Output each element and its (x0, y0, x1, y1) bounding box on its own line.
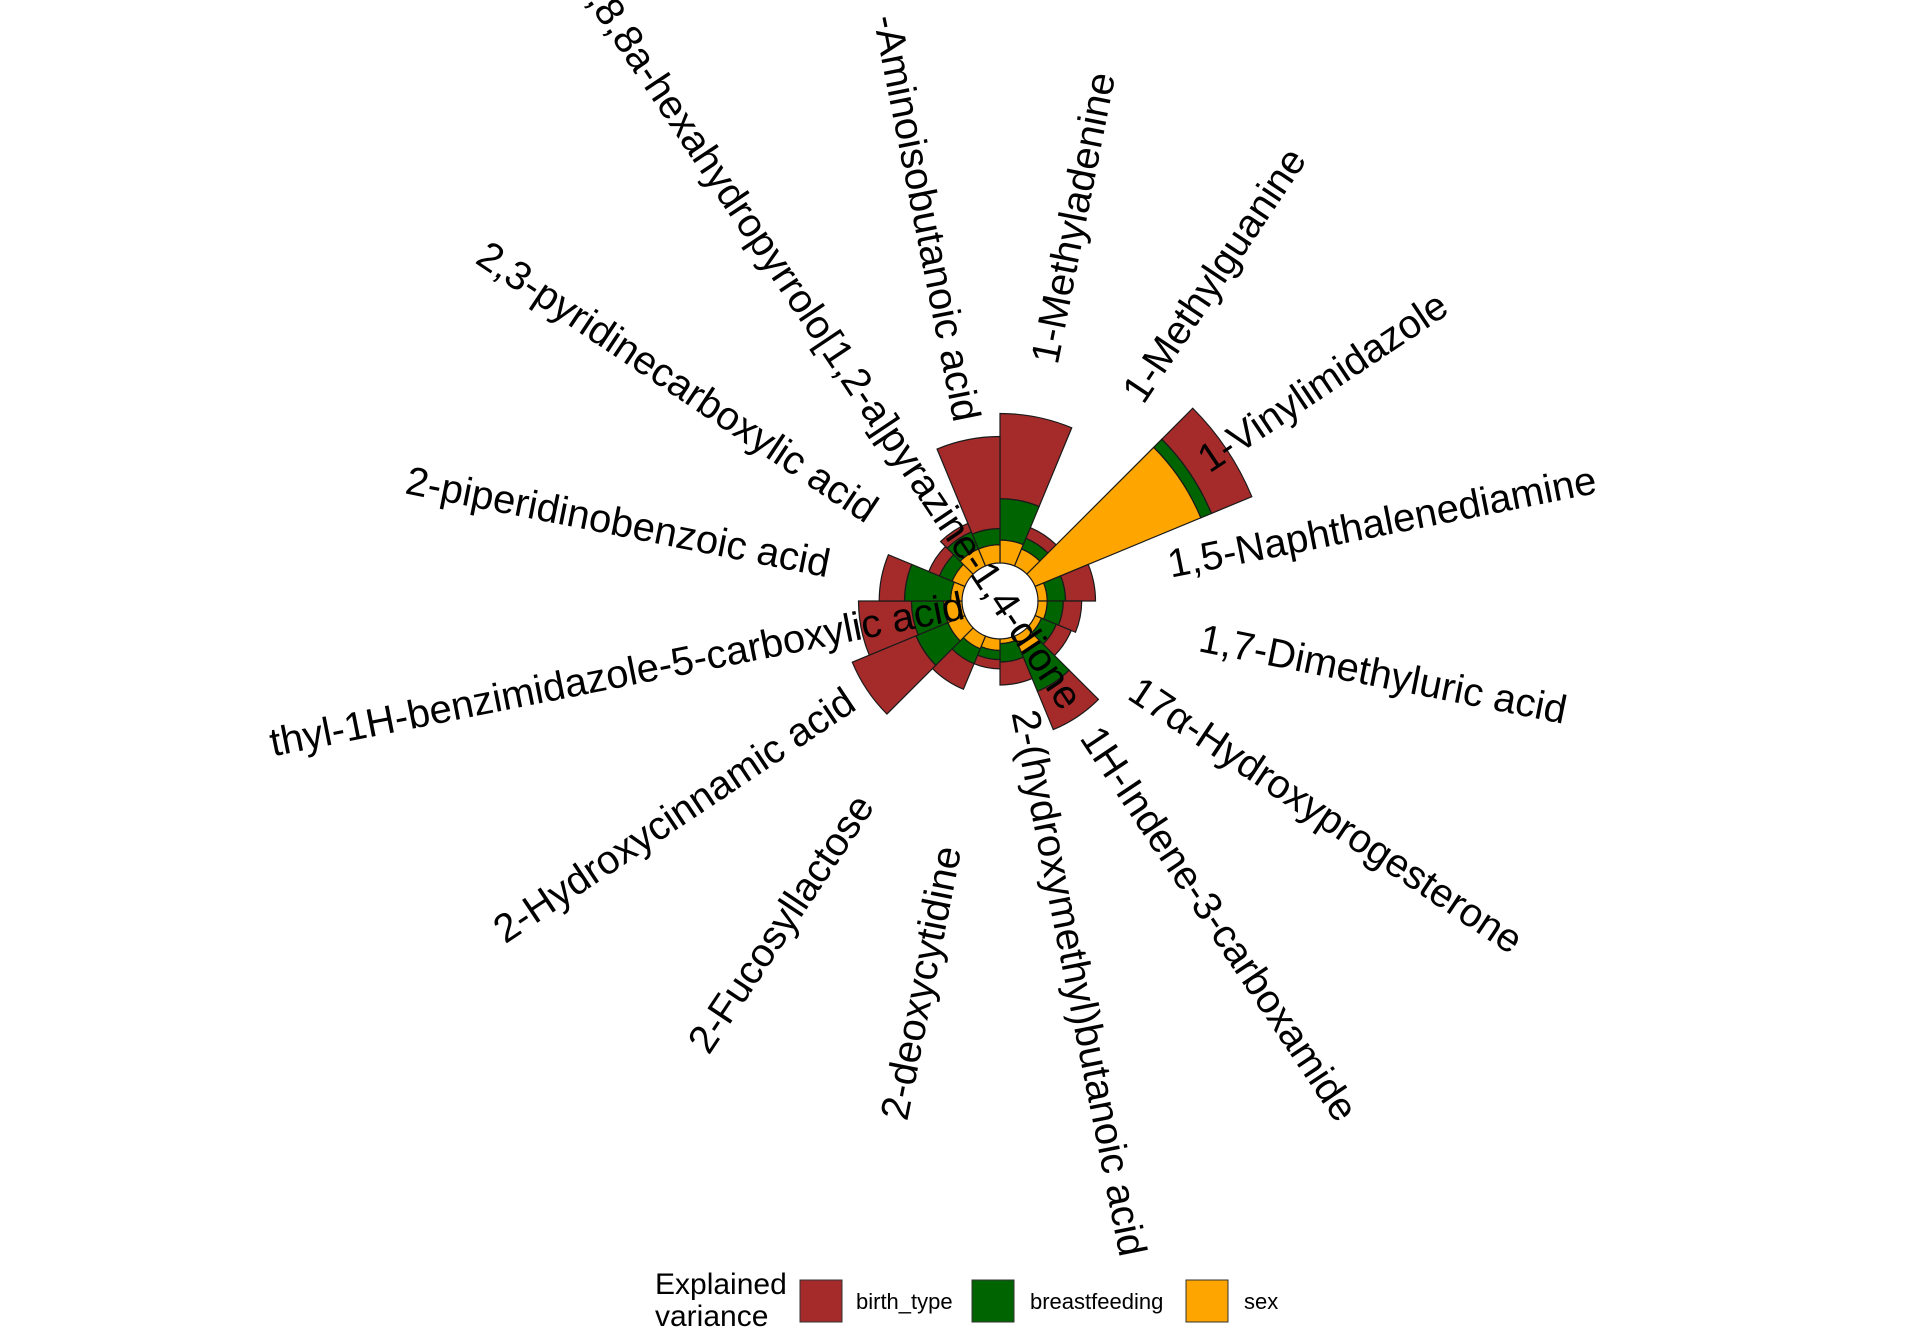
legend-swatch-breastfeeding (971, 1279, 1015, 1323)
category-label-0: 1-Methyladenine (1023, 69, 1124, 368)
legend-title-line1: Explained (655, 1268, 787, 1301)
legend: Explained variance birth_type breastfeed… (655, 1268, 1278, 1333)
bar-segment-birth_type-3 (1059, 563, 1097, 602)
category-label-9: 2-Fucosyllactose (680, 787, 883, 1061)
category-label-14: yl)-2,3,6,7,8,8a-hexahydropyrrolo[1,2-a]… (480, 0, 1091, 717)
bar-segment-birth_type-12 (878, 553, 913, 602)
category-label-1: 1-Methylguanine (1114, 140, 1315, 410)
chart-category-labels: 1-Methyladenine1-Methylguanine1-Vinylimi… (266, 0, 1600, 1260)
category-label-2: 1-Vinylimidazole (1190, 283, 1456, 481)
bar-segment-birth_type-6 (1036, 669, 1100, 731)
legend-label-birth_type: birth_type (856, 1289, 953, 1314)
bar-segment-birth_type-15 (936, 435, 1001, 535)
chart-bars (851, 407, 1253, 731)
legend-title-line2: variance (655, 1300, 768, 1333)
legend-swatch-birth_type (799, 1279, 843, 1323)
legend-label-sex: sex (1244, 1289, 1278, 1314)
bar-segment-birth_type-7 (999, 656, 1033, 686)
bar-segment-birth_type-2 (1161, 407, 1253, 515)
bar-segment-birth_type-10 (851, 635, 937, 715)
bar-segment-birth_type-11 (857, 600, 919, 656)
category-label-8: 2-deoxycytidine (873, 842, 970, 1123)
legend-label-breastfeeding: breastfeeding (1030, 1289, 1163, 1314)
category-label-4: 1,7-Dimethyluric acid (1196, 617, 1571, 733)
bar-segment-birth_type-4 (1057, 600, 1083, 634)
legend-swatch-sex (1185, 1279, 1229, 1323)
category-label-12: 2-piperidinobenzoic acid (402, 459, 834, 586)
bar-segment-birth_type-0 (999, 412, 1073, 508)
category-label-15: -Aminoisobutanoic acid (864, 11, 988, 425)
